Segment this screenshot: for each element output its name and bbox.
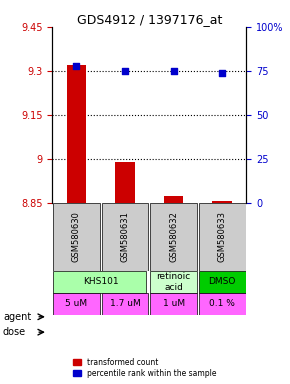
FancyBboxPatch shape — [150, 293, 197, 315]
Text: GSM580630: GSM580630 — [72, 212, 81, 262]
Text: retinoic
acid: retinoic acid — [157, 272, 191, 291]
Text: 1.7 uM: 1.7 uM — [110, 300, 140, 308]
FancyBboxPatch shape — [53, 271, 146, 293]
Text: GSM580631: GSM580631 — [121, 212, 130, 262]
FancyBboxPatch shape — [102, 293, 148, 315]
Text: 0.1 %: 0.1 % — [209, 300, 235, 308]
Text: GSM580633: GSM580633 — [218, 211, 227, 262]
FancyBboxPatch shape — [199, 271, 246, 293]
FancyBboxPatch shape — [199, 203, 246, 271]
Text: 5 uM: 5 uM — [66, 300, 88, 308]
FancyBboxPatch shape — [53, 293, 100, 315]
Bar — [213, 201, 232, 203]
FancyBboxPatch shape — [53, 203, 100, 271]
FancyBboxPatch shape — [150, 271, 197, 293]
Point — [171, 68, 176, 74]
Point — [220, 70, 224, 76]
FancyBboxPatch shape — [150, 203, 197, 271]
FancyBboxPatch shape — [199, 293, 246, 315]
Text: GSM580632: GSM580632 — [169, 212, 178, 262]
FancyBboxPatch shape — [102, 203, 148, 271]
Legend: transformed count, percentile rank within the sample: transformed count, percentile rank withi… — [71, 355, 219, 380]
Text: agent: agent — [3, 312, 31, 322]
Bar — [164, 195, 183, 203]
Text: KHS101: KHS101 — [83, 277, 119, 286]
Text: DMSO: DMSO — [209, 277, 236, 286]
Bar — [67, 65, 86, 203]
Bar — [115, 162, 135, 203]
Text: dose: dose — [3, 327, 26, 337]
Title: GDS4912 / 1397176_at: GDS4912 / 1397176_at — [77, 13, 222, 26]
Point — [123, 68, 127, 74]
Point — [74, 63, 79, 69]
Text: 1 uM: 1 uM — [163, 300, 185, 308]
